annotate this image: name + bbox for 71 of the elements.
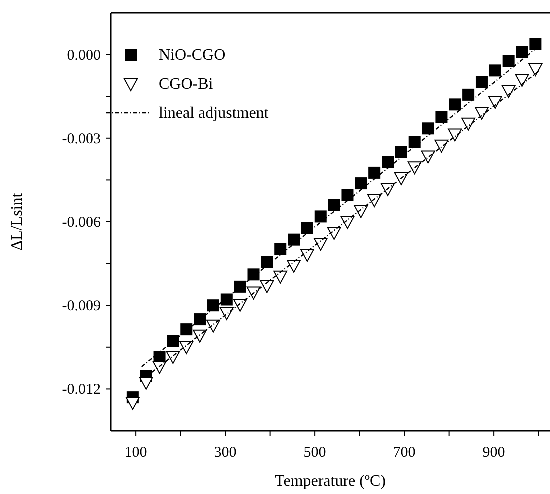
point: [288, 234, 300, 246]
point: [448, 128, 462, 142]
point: [354, 205, 368, 218]
point: [166, 351, 180, 364]
point: [528, 64, 543, 77]
point: [248, 268, 260, 281]
point: [314, 238, 328, 251]
point: [474, 106, 489, 120]
point: [327, 227, 342, 240]
point: [394, 172, 408, 186]
point: [489, 64, 502, 77]
y-axis-title: ΔL/Lsint: [9, 192, 26, 251]
point: [234, 280, 246, 293]
x-axis-title: Temperature (ºC): [275, 473, 386, 490]
point: [301, 222, 314, 234]
y-tick-label: -0.003: [62, 131, 101, 148]
point: [260, 280, 274, 294]
point: [220, 294, 233, 306]
point: [502, 55, 515, 68]
point: [355, 178, 368, 190]
legend-label: CGO-Bi: [159, 76, 214, 93]
point: [421, 150, 436, 164]
point: [368, 194, 382, 208]
y-tick-label: 0.000: [67, 48, 101, 64]
y-tick-label: -0.006: [62, 215, 102, 231]
point: [180, 341, 194, 354]
point: [274, 243, 287, 256]
x-tick-label: 900: [482, 445, 506, 461]
point: [422, 122, 434, 135]
point: [408, 136, 421, 148]
x-tick-label: 700: [393, 445, 416, 461]
point: [287, 260, 302, 273]
point: [516, 46, 528, 58]
point: [381, 183, 396, 196]
point: [314, 210, 327, 223]
x-tick-label: 100: [124, 445, 148, 461]
y-tick-label: -0.009: [62, 298, 101, 315]
x-tick-label: 300: [214, 445, 237, 461]
point: [395, 146, 408, 158]
y-tick-label: -0.012: [62, 382, 101, 398]
point: [342, 189, 354, 202]
point: [462, 88, 475, 101]
x-tick-label: 500: [304, 445, 326, 461]
point: [434, 140, 449, 153]
point: [300, 249, 314, 262]
point: [180, 324, 193, 336]
point: [139, 377, 154, 390]
point: [488, 96, 502, 110]
point: [502, 85, 516, 98]
point: [261, 256, 274, 268]
point: [246, 286, 261, 300]
point: [207, 300, 220, 312]
legend-label: NiO-CGO: [159, 47, 226, 64]
point: [408, 162, 422, 175]
point: [194, 314, 206, 326]
point: [193, 330, 208, 343]
point: [530, 38, 542, 50]
point: [328, 199, 340, 211]
point: [476, 76, 488, 88]
point: [449, 98, 462, 111]
point: [368, 166, 381, 179]
point: [382, 156, 394, 168]
point: [220, 307, 234, 320]
legend-label: lineal adjustment: [159, 105, 270, 122]
point: [462, 118, 476, 131]
point: [274, 270, 288, 284]
point: [126, 397, 140, 410]
point: [436, 111, 448, 124]
point: [515, 74, 530, 88]
point: [167, 335, 180, 348]
point: [152, 361, 167, 374]
